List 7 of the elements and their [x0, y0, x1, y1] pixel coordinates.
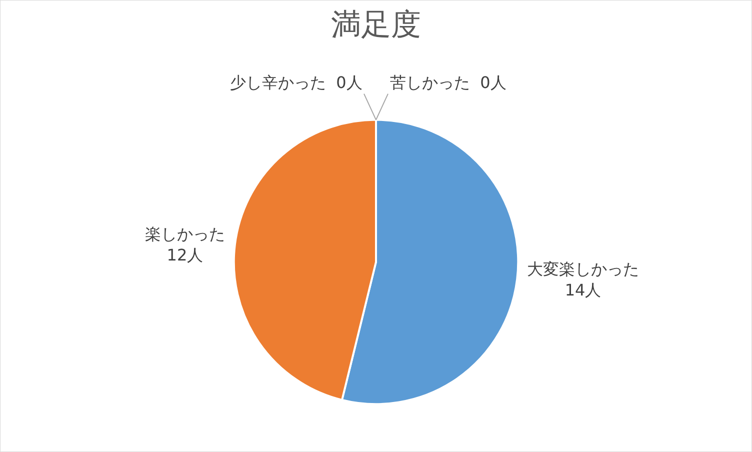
- category-label: 少し辛かった 0人: [230, 73, 362, 92]
- slice-label: 大変楽しかった: [527, 259, 640, 278]
- chart-title: 満足度: [331, 8, 421, 43]
- category-label: 苦しかった 0人: [390, 73, 506, 92]
- slice-label: 楽しかった: [144, 224, 225, 244]
- data-label: 14人: [564, 280, 602, 300]
- data-label: 12人: [166, 245, 204, 264]
